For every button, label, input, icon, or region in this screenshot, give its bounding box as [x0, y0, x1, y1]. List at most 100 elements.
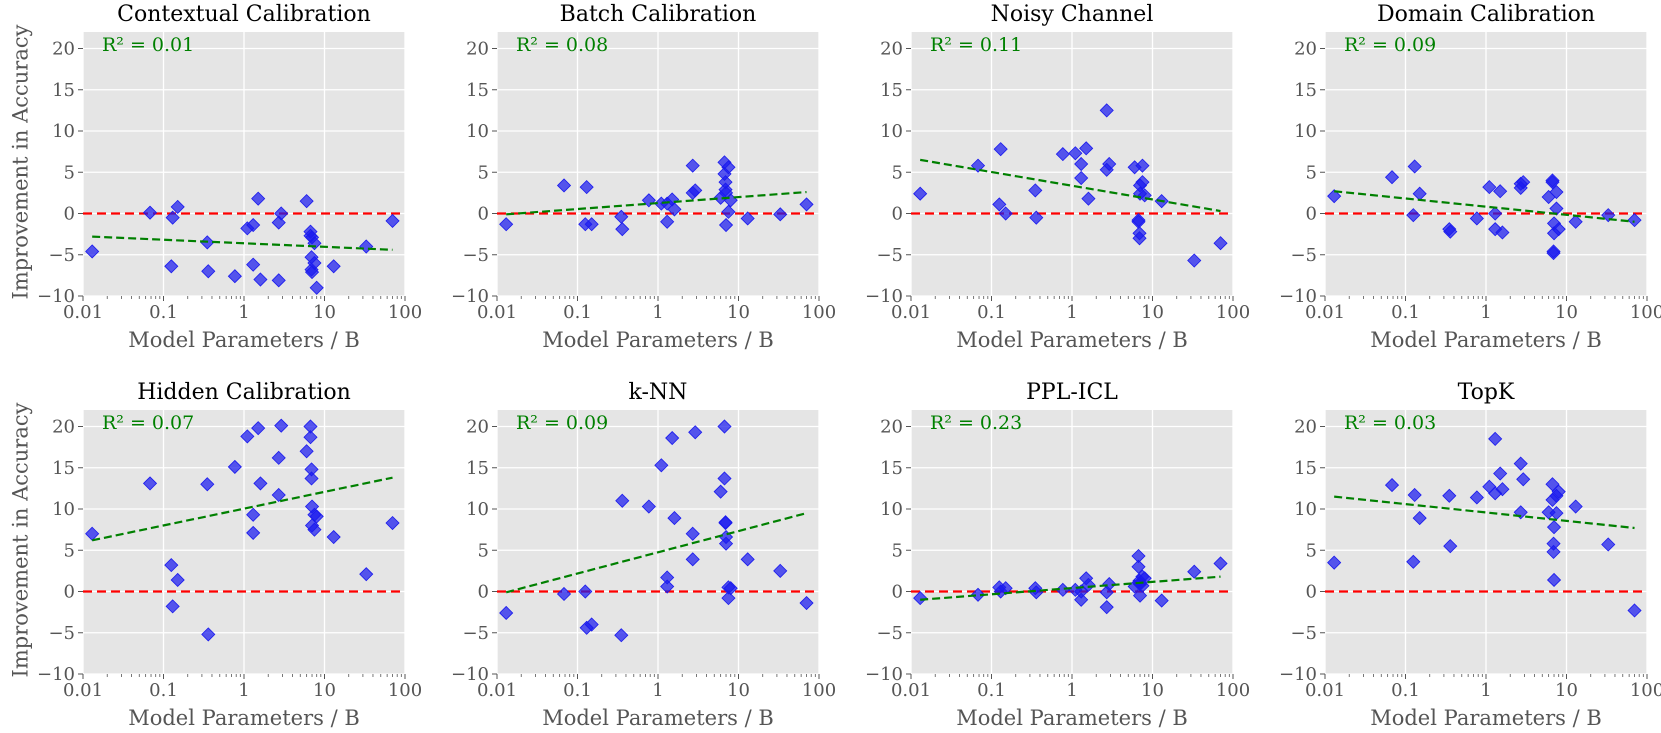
data-point [201, 627, 216, 642]
data-point [326, 259, 341, 274]
data-point [665, 430, 680, 446]
data-point [246, 507, 261, 522]
x-tick-label: 10 [1141, 680, 1164, 701]
data-point [998, 206, 1013, 221]
data-point [773, 563, 788, 578]
data-point [1469, 490, 1484, 505]
data-point [1488, 206, 1503, 221]
data-point [142, 476, 158, 491]
data-point [1549, 184, 1564, 200]
data-point [1406, 208, 1421, 223]
data-point [721, 591, 736, 606]
y-tick-label: 20 [466, 417, 489, 438]
r-squared-annotation: R² = 0.07 [102, 412, 194, 434]
y-tick-label: −10 [865, 664, 903, 685]
x-tick-label: 100 [1630, 302, 1661, 323]
data-point [251, 191, 266, 206]
data-point [799, 197, 814, 212]
data-point [142, 205, 158, 220]
data-point [170, 199, 185, 214]
y-tick-label: 10 [880, 499, 903, 520]
y-tick-label: −5 [462, 623, 489, 644]
y-tick-label: 5 [1306, 162, 1317, 183]
data-point [499, 217, 514, 232]
subplot: 0.01 0.1 1 10 100 −10 −5 0 5 10 15 20 Noisy Channel R… [865, 2, 1250, 352]
data-point [1135, 175, 1150, 190]
y-tick-label: 15 [466, 80, 489, 101]
x-tick-label: 0.1 [563, 302, 592, 323]
data-point [271, 450, 286, 465]
subplot-title: Batch Calibration [560, 2, 757, 27]
data-point [667, 202, 682, 217]
y-tick-label: 5 [1306, 540, 1317, 561]
data-point [913, 591, 928, 606]
y-tick-label: 20 [880, 39, 903, 60]
data-point [688, 425, 703, 440]
data-point [299, 444, 314, 459]
data-point [1513, 456, 1528, 471]
data-point [359, 567, 374, 582]
data-point [998, 581, 1013, 596]
data-point [1029, 210, 1044, 225]
data-point [1495, 482, 1510, 497]
trend-line [1334, 190, 1635, 223]
subplot-title: Contextual Calibration [117, 2, 371, 27]
data-point [688, 183, 703, 198]
data-point [164, 259, 179, 274]
data-point [1495, 225, 1510, 240]
data-point [1568, 214, 1583, 229]
data-point [1551, 222, 1566, 237]
subplot: 0.01 0.1 1 10 100 −10 −5 0 5 10 15 20 Contextual Cal… [37, 2, 422, 352]
data-point [1099, 103, 1114, 118]
data-point [1546, 520, 1562, 535]
x-tick-label: 100 [1630, 680, 1661, 701]
y-tick-label: −5 [876, 623, 903, 644]
x-tick-label: 1 [1066, 302, 1077, 323]
data-point [227, 459, 242, 474]
x-tick-label: 1 [238, 302, 249, 323]
trend-line [506, 190, 807, 216]
y-tick-label: 0 [64, 204, 75, 225]
y-tick-label: −10 [865, 286, 903, 307]
y-tick-label: 0 [478, 582, 489, 603]
data-point [1187, 253, 1202, 268]
r-squared-annotation: R² = 0.23 [930, 412, 1022, 434]
y-tick-label: 10 [466, 121, 489, 142]
data-point [271, 273, 286, 288]
y-tick-label: 20 [880, 417, 903, 438]
x-tick-label: 100 [802, 680, 836, 701]
y-tick-label: −5 [1290, 245, 1317, 266]
y-tick-label: 15 [1294, 458, 1317, 479]
subplot-title: Noisy Channel [991, 2, 1154, 27]
x-tick-label: 0.1 [1391, 302, 1420, 323]
y-tick-label: 15 [1294, 80, 1317, 101]
data-point [773, 207, 788, 222]
data-point [579, 180, 594, 195]
x-tick-label: 0.01 [891, 302, 931, 323]
y-tick-label: 15 [880, 458, 903, 479]
data-point [1154, 593, 1169, 608]
data-point [164, 558, 179, 573]
data-point [200, 477, 215, 492]
x-axis-label: Model Parameters / B [128, 706, 360, 730]
x-tick-label: 1 [1480, 302, 1491, 323]
data-point [556, 178, 572, 193]
y-tick-label: −5 [48, 245, 75, 266]
x-tick-label: 100 [1216, 680, 1250, 701]
y-axis-label-top: Improvement in Accuracy [9, 24, 33, 299]
subplot: 0.01 0.1 1 10 100 −10 −5 0 5 10 15 20 Batch Calibrat… [451, 2, 836, 352]
trend-line [92, 235, 393, 251]
x-tick-label: 100 [388, 680, 422, 701]
data-point [1545, 477, 1560, 492]
data-point [667, 511, 682, 526]
r-squared-annotation: R² = 0.03 [1344, 412, 1436, 434]
trend-line [1334, 495, 1635, 530]
y-tick-label: 10 [1294, 121, 1317, 142]
data-point [1081, 577, 1096, 592]
y-tick-label: 0 [1306, 204, 1317, 225]
data-point [660, 214, 675, 229]
y-tick-label: 20 [52, 39, 75, 60]
x-tick-label: 10 [313, 680, 336, 701]
x-tick-label: 10 [1141, 302, 1164, 323]
data-point [385, 213, 400, 228]
